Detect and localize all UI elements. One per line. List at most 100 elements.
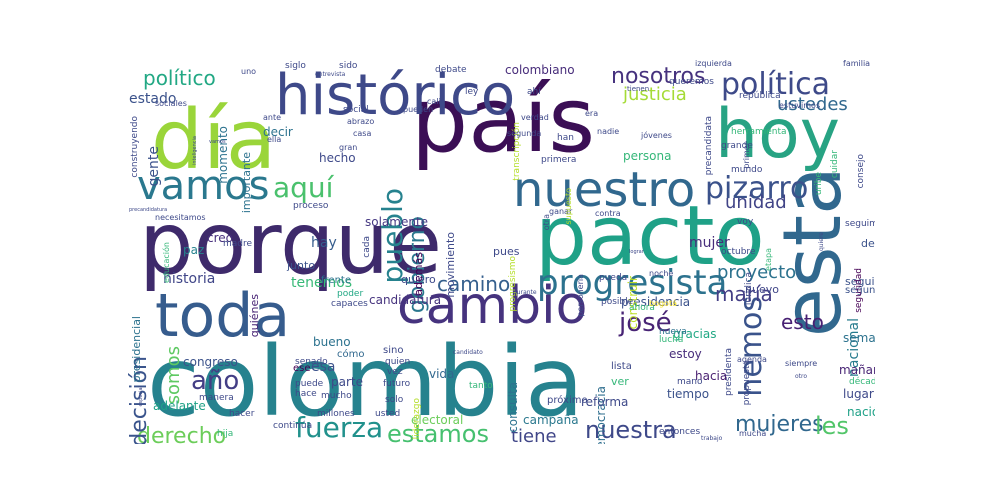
word-adelante: adelante — [153, 399, 206, 413]
word-proyecto: proyecto — [717, 262, 797, 283]
word-dia: día — [151, 93, 277, 188]
word-cambio: cambio — [397, 276, 588, 336]
word-pueda: pueda — [599, 273, 628, 283]
word-voy: voy — [737, 217, 754, 227]
word-debate: debate — [435, 65, 467, 75]
word-hoy: hoy — [715, 95, 840, 174]
word-nuestra: nuestra — [585, 416, 677, 444]
word-nacion: nación — [847, 405, 875, 419]
word-solamente: solamente — [365, 215, 429, 229]
word-proceso: proceso — [293, 201, 329, 211]
word-progresismo: progresismo — [508, 256, 518, 312]
word-posible: posible — [601, 297, 634, 307]
word-presidenta: presidenta — [724, 348, 734, 396]
word-hecho: hecho — [319, 151, 356, 165]
word-octubre: octubre — [721, 247, 756, 257]
word-momento: momento — [216, 126, 230, 184]
word-ahora: ahora — [629, 303, 655, 313]
word-senado: senado — [295, 357, 328, 367]
word-ademas: además — [412, 252, 425, 296]
word-entonces: entonces — [659, 427, 701, 437]
word-necesitamos: necesitamos — [155, 213, 206, 222]
word-poder: poder — [337, 289, 364, 299]
word-noche: noche — [649, 269, 674, 278]
word-verdad: verdad — [521, 113, 549, 122]
word-jose: josé — [619, 308, 672, 338]
word-debe: debe — [861, 237, 875, 250]
word-quien: quien — [385, 357, 411, 367]
word-social: social — [343, 105, 369, 115]
word-lista: lista — [611, 361, 632, 372]
word-vamos: vamos — [137, 163, 270, 209]
word-ver: ver — [611, 375, 629, 388]
word-aqui: aquí — [273, 171, 334, 204]
word-camino: camino — [437, 272, 511, 296]
word-solo: solo — [385, 395, 404, 405]
word-uno: uno — [241, 67, 257, 76]
word-republica: república — [739, 91, 781, 101]
word-cloud: colombia porque país pacto día hoy esta toda his… — [125, 56, 875, 444]
word-ahi: ahí — [527, 87, 541, 97]
word-paz: paz — [183, 243, 205, 257]
word-porque: porque — [139, 194, 443, 294]
word-puede: puede — [295, 379, 324, 389]
word-mujeres: mujeres — [735, 412, 824, 437]
word-ustedes: ustedes — [777, 94, 848, 115]
word-cada: cada — [362, 236, 372, 258]
word-supuesto: supuesto — [564, 188, 573, 225]
word-lograr: lograr — [629, 249, 644, 255]
word-contra: contra — [595, 209, 621, 218]
word-politica: política — [721, 67, 831, 102]
word-congreso: congreso — [183, 355, 238, 369]
word-propuesta: propuesta — [742, 360, 752, 406]
word-colombiano: colombiano — [505, 63, 575, 77]
word-electoral: electoral — [411, 413, 464, 427]
word-ganar: ganar — [549, 207, 573, 216]
word-futuro: futuro — [383, 379, 411, 389]
word-candidatura: candidatura — [369, 293, 442, 307]
word-manera: manera — [199, 393, 234, 403]
word-pueden: pueden — [403, 105, 434, 114]
word-pais: país — [411, 68, 596, 173]
word-nadie: nadie — [597, 127, 620, 136]
word-somos: somos — [163, 346, 184, 405]
word-abrazo: abrazo — [347, 117, 375, 126]
word-herramienta: herramienta — [731, 127, 787, 137]
word-inteligencia: inteligencia — [192, 136, 198, 165]
word-grande: grande — [721, 141, 753, 151]
word-cuidar: cuidar — [830, 150, 840, 179]
word-pizarro: pizarro — [705, 171, 809, 206]
word-bogota: bogotá — [649, 299, 677, 308]
word-continua: continúa — [273, 421, 313, 431]
word-justicia: justicia — [623, 84, 687, 105]
word-quiere: quiere — [818, 232, 825, 251]
word-ese: ese — [293, 363, 311, 374]
word-sino: sino — [383, 345, 404, 356]
word-esa: esa — [311, 359, 336, 375]
word-bueno: bueno — [313, 335, 351, 349]
word-estado: estado — [129, 91, 177, 107]
word-tanto: tanto — [469, 381, 493, 391]
word-personeria: personería — [576, 274, 585, 317]
word-construyendo: construyendo — [130, 116, 140, 178]
word-fuerza: fuerza — [295, 411, 384, 444]
word-nueva: nueva — [659, 327, 687, 337]
word-candidato: candidato — [453, 349, 483, 356]
word-derecho: derecho — [137, 424, 227, 445]
word-liderazgo: liderazgo — [412, 398, 422, 440]
word-politico: político — [143, 66, 216, 90]
word-nuevo: nuevo — [745, 283, 779, 296]
word-familia: familia — [843, 59, 871, 68]
word-estoy: estoy — [669, 347, 702, 361]
word-pueblo: pueblo — [376, 188, 409, 284]
word-importante: importante — [240, 152, 253, 214]
word-quienes: quiénes — [248, 294, 261, 338]
word-seguir: seguir — [845, 275, 875, 288]
word-consulta: consulta — [506, 382, 520, 433]
word-entrevista: entrevista — [315, 71, 346, 78]
word-lucha: lucha — [659, 335, 684, 345]
word-proximo: próximo — [547, 395, 588, 406]
word-reforma: reforma — [581, 395, 629, 409]
word-toda: toda — [155, 281, 291, 351]
